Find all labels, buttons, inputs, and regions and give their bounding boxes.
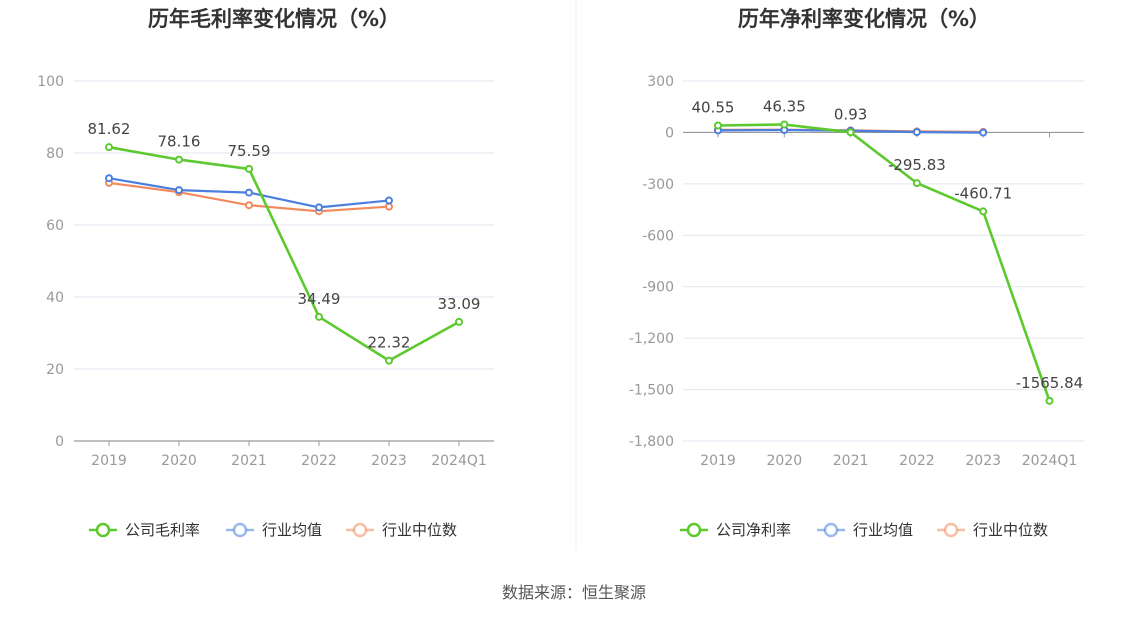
data-point[interactable] xyxy=(979,207,988,216)
legend-label: 公司毛利率 xyxy=(125,521,200,539)
x-tick-label: 2019 xyxy=(91,453,127,469)
data-label: -460.71 xyxy=(954,184,1012,202)
data-label: 81.62 xyxy=(88,120,131,138)
data-label: -1565.84 xyxy=(1016,374,1083,392)
y-tick-label: 300 xyxy=(647,74,674,90)
data-point[interactable] xyxy=(912,128,921,137)
data-point[interactable] xyxy=(912,179,921,188)
x-tick-label: 2021 xyxy=(833,453,869,469)
legend-marker xyxy=(352,522,368,538)
legend-item-2[interactable]: 行业均值 xyxy=(226,521,322,539)
x-tick-label: 2021 xyxy=(231,453,267,469)
x-tick-label: 2022 xyxy=(301,453,337,469)
legend-item-1[interactable]: 公司净利率 xyxy=(680,521,791,539)
data-label: 0.93 xyxy=(834,105,867,123)
legend-marker xyxy=(823,522,839,538)
legend-label: 行业中位数 xyxy=(382,521,457,539)
data-point[interactable] xyxy=(780,120,789,129)
data-point[interactable] xyxy=(1045,396,1054,405)
y-tick-label: -300 xyxy=(642,177,674,193)
data-point[interactable] xyxy=(105,143,113,152)
y-tick-label: 20 xyxy=(46,362,64,378)
y-tick-label: 0 xyxy=(665,125,674,141)
y-tick-label: -900 xyxy=(642,280,674,296)
y-tick-label: -1,200 xyxy=(629,331,674,347)
chart-2: 历年净利率变化情况（%） 300 0 -300 -600 -900 -1,200 -1,500… xyxy=(629,7,1084,539)
x-tick-label: 2023 xyxy=(965,453,1001,469)
data-point[interactable] xyxy=(385,202,393,211)
data-point[interactable] xyxy=(175,186,183,195)
data-label: 75.59 xyxy=(228,142,271,160)
x-tick-label: 2020 xyxy=(161,453,197,469)
data-label: 34.49 xyxy=(298,290,341,308)
data-label: 33.09 xyxy=(438,295,481,313)
legend-label: 行业均值 xyxy=(262,521,322,539)
x-tick-label: 2022 xyxy=(899,453,935,469)
data-point[interactable] xyxy=(846,128,855,137)
chart-title: 历年毛利率变化情况（%） xyxy=(148,7,400,31)
y-tick-label: -1,500 xyxy=(629,383,674,399)
chart-1: 历年毛利率变化情况（%） 100 80 60 40 20 0 2019 2020 2021 2022… xyxy=(37,7,494,539)
legend-item-1[interactable]: 公司毛利率 xyxy=(89,521,200,539)
data-source: 数据来源：恒生聚源 xyxy=(502,583,646,602)
legend-marker xyxy=(232,522,248,538)
data-label: 78.16 xyxy=(158,133,201,151)
y-tick-label: -1,800 xyxy=(629,434,674,450)
series-line-1 xyxy=(108,145,460,362)
y-tick-label: -600 xyxy=(642,228,674,244)
data-point[interactable] xyxy=(315,312,323,321)
legend-marker xyxy=(95,522,111,538)
x-tick-label: 2019 xyxy=(700,453,736,469)
data-label: 22.32 xyxy=(368,334,411,352)
legend-marker xyxy=(943,522,959,538)
data-label: 40.55 xyxy=(692,98,735,116)
data-point[interactable] xyxy=(245,164,253,173)
y-tick-label: 80 xyxy=(46,146,64,162)
y-tick-label: 40 xyxy=(46,290,64,306)
x-tick-label: 2024Q1 xyxy=(431,453,487,469)
series-line-1 xyxy=(717,123,1051,402)
chart-title: 历年净利率变化情况（%） xyxy=(738,7,990,31)
data-point[interactable] xyxy=(315,203,323,212)
data-point[interactable] xyxy=(105,174,113,183)
x-tick-label: 2020 xyxy=(766,453,802,469)
x-tick-label: 2023 xyxy=(371,453,407,469)
data-point[interactable] xyxy=(455,317,463,326)
data-point[interactable] xyxy=(385,196,393,205)
data-label: 46.35 xyxy=(763,97,806,115)
legend-item-3[interactable]: 行业中位数 xyxy=(937,521,1048,539)
data-label: -295.83 xyxy=(888,156,946,174)
data-point[interactable] xyxy=(714,121,722,130)
legend-item-3[interactable]: 行业中位数 xyxy=(346,521,457,539)
y-tick-label: 60 xyxy=(46,218,64,234)
x-tick-label: 2024Q1 xyxy=(1022,453,1078,469)
data-point[interactable] xyxy=(175,155,183,164)
y-tick-label: 0 xyxy=(55,434,64,450)
data-point[interactable] xyxy=(245,201,253,210)
data-point[interactable] xyxy=(979,128,988,137)
data-point[interactable] xyxy=(245,188,253,197)
legend-item-2[interactable]: 行业均值 xyxy=(817,521,913,539)
y-tick-label: 100 xyxy=(37,74,64,90)
legend-label: 行业中位数 xyxy=(973,521,1048,539)
legend-label: 行业均值 xyxy=(853,521,913,539)
legend-label: 公司净利率 xyxy=(716,521,791,539)
data-point[interactable] xyxy=(385,356,393,365)
legend-marker xyxy=(686,522,702,538)
